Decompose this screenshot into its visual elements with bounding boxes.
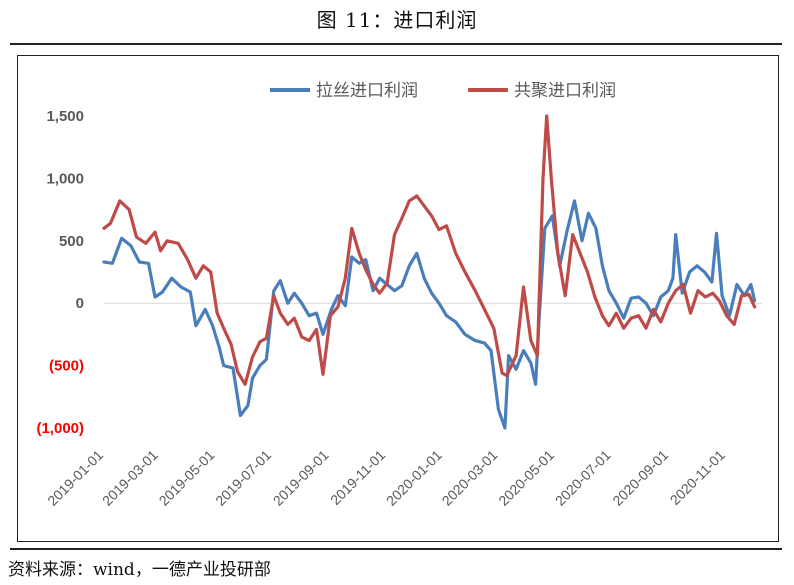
y-tick-label: 1,500: [46, 108, 84, 125]
y-tick-label: (1,000): [36, 420, 84, 437]
chart-svg: 拉丝进口利润 共聚进口利润 1,500 1,000 500 0 (500) (1,000) 2…: [36, 81, 762, 509]
x-tick-label: 2020-03-01: [439, 447, 501, 509]
x-tick-label: 2020-05-01: [495, 447, 557, 509]
y-tick-label: 500: [59, 233, 84, 250]
x-tick-label: 2020-11-01: [667, 447, 728, 508]
source-note: 资料来源：wind，一德产业投研部: [8, 560, 271, 580]
series-line-pe: [102, 114, 757, 386]
bottom-rule: [10, 548, 782, 550]
x-tick-label: 2019-01-01: [44, 447, 106, 509]
y-tick-label: 1,000: [46, 170, 84, 187]
legend-label: 拉丝进口利润: [316, 81, 418, 100]
figure-title: 图 11：进口利润: [316, 8, 478, 32]
x-tick-label: 2019-07-01: [212, 447, 274, 509]
x-tick-label: 2019-05-01: [156, 447, 218, 509]
x-tick-label: 2019-09-01: [270, 447, 332, 509]
y-tick-label: 0: [76, 295, 84, 312]
y-tick-label: (500): [49, 358, 84, 375]
x-tick-label: 2020-09-01: [609, 447, 671, 509]
x-tick-label: 2019-03-01: [99, 447, 161, 509]
x-tick-label: 2020-01-01: [383, 447, 445, 509]
series-line-pp: [102, 199, 757, 430]
chart-container: 拉丝进口利润 共聚进口利润 1,500 1,000 500 0 (500) (1,000) 2…: [17, 55, 779, 542]
x-tick-label: 2020-07-01: [552, 447, 614, 509]
top-rule: [10, 43, 782, 45]
chart-legend: 拉丝进口利润 共聚进口利润: [270, 81, 616, 100]
chart-series: [102, 114, 757, 430]
x-tick-label: 2019-11-01: [327, 447, 388, 508]
legend-label: 共聚进口利润: [514, 81, 616, 100]
